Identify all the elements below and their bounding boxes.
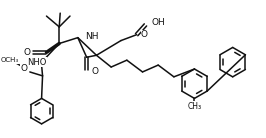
Text: O: O	[92, 67, 99, 76]
Text: O: O	[20, 64, 27, 74]
Text: O: O	[20, 63, 27, 73]
Text: NH: NH	[85, 32, 98, 41]
Text: OCH₃: OCH₃	[0, 57, 18, 63]
Text: O: O	[23, 48, 30, 57]
Text: OH: OH	[151, 18, 165, 27]
Text: NHO: NHO	[27, 58, 46, 67]
Text: O: O	[141, 30, 148, 39]
Text: CH₃: CH₃	[187, 102, 202, 111]
